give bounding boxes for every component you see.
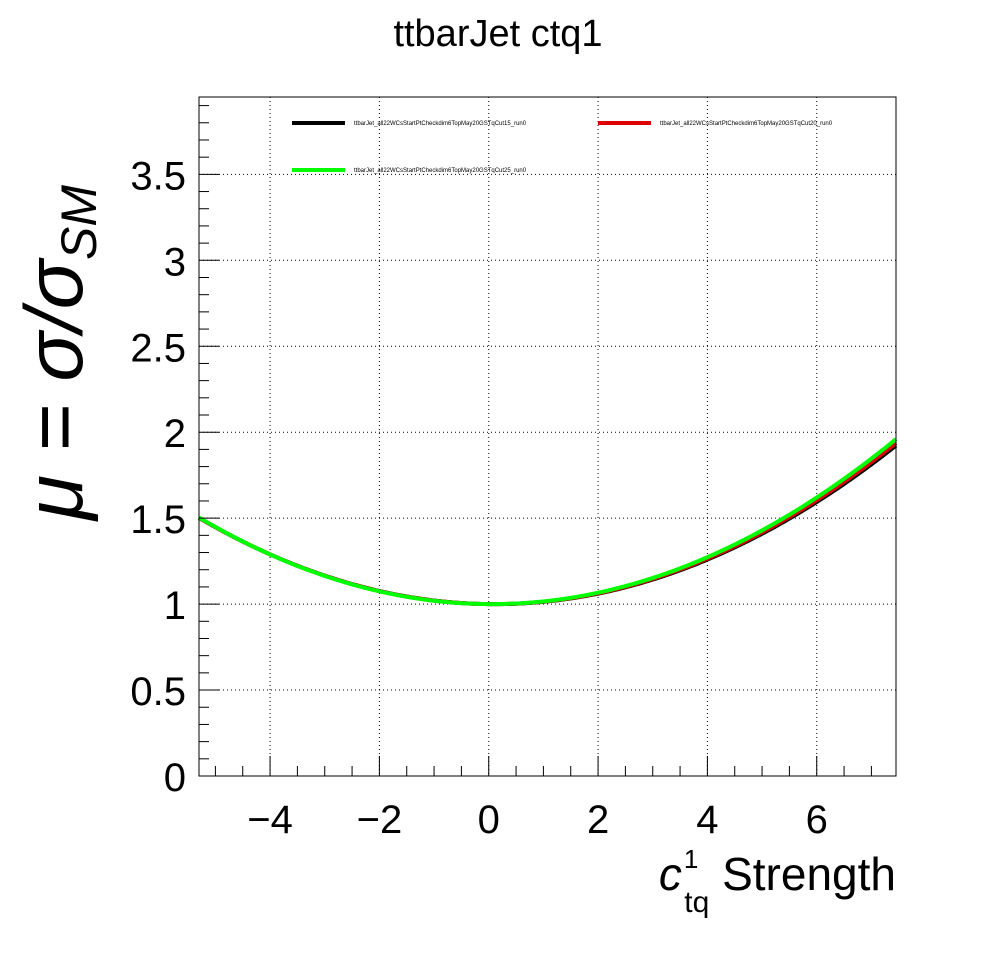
y-tick-label: 2.5 — [130, 326, 186, 370]
y-tick-label: 1.5 — [130, 498, 186, 542]
y-tick-label: 3 — [164, 240, 186, 284]
x-tick-label: 2 — [587, 798, 609, 842]
x-tick-label: −2 — [357, 798, 403, 842]
y-tick-label: 0.5 — [130, 670, 186, 714]
x-tick-label: −4 — [247, 798, 293, 842]
x-axis-label-sup: 1 — [684, 844, 698, 874]
legend-label-3: ttbarJet_all22WCsStartPtCheckdim6TopMay2… — [354, 168, 527, 174]
x-tick-label: 4 — [696, 798, 718, 842]
x-tick-label: 0 — [478, 798, 500, 842]
y-axis-label-sub: SM — [51, 185, 107, 260]
y-tick-label: 0 — [164, 756, 186, 800]
y-axis-label: μ = σ/σSM — [9, 185, 107, 522]
plot-frame — [198, 96, 897, 777]
x-axis-label-sub: tq — [684, 886, 709, 919]
legend-label-2: ttbarJet_all22WCsStartPtCheckdim6TopMay2… — [660, 121, 833, 127]
curves — [197, 437, 898, 607]
series-line-3 — [197, 437, 898, 607]
x-axis-label-symbol: c — [659, 848, 682, 900]
y-axis-label-main: μ = σ/σ — [9, 256, 100, 522]
series-line-1 — [197, 443, 898, 607]
y-tick-label: 2 — [164, 412, 186, 456]
x-tick-labels: −4 −2 0 2 4 6 — [247, 798, 828, 842]
legend-label-1: ttbarJet_all22WCsStartPtCheckdim6TopMay2… — [354, 121, 527, 127]
grid — [199, 97, 896, 776]
y-tick-label: 3.5 — [130, 154, 186, 198]
series-line-2 — [197, 441, 898, 607]
x-tick-label: 6 — [806, 798, 828, 842]
chart-title: ttbarJet ctq1 — [393, 13, 602, 55]
y-tick-labels: 0 0.5 1 1.5 2 2.5 3 3.5 — [130, 154, 186, 800]
axes — [199, 105, 872, 777]
y-tick-label: 1 — [164, 584, 186, 628]
x-axis-label-text: Strength — [709, 848, 896, 900]
legend: ttbarJet_all22WCsStartPtCheckdim6TopMay2… — [292, 121, 833, 174]
x-axis-label: c1 tq Strength — [659, 844, 896, 919]
